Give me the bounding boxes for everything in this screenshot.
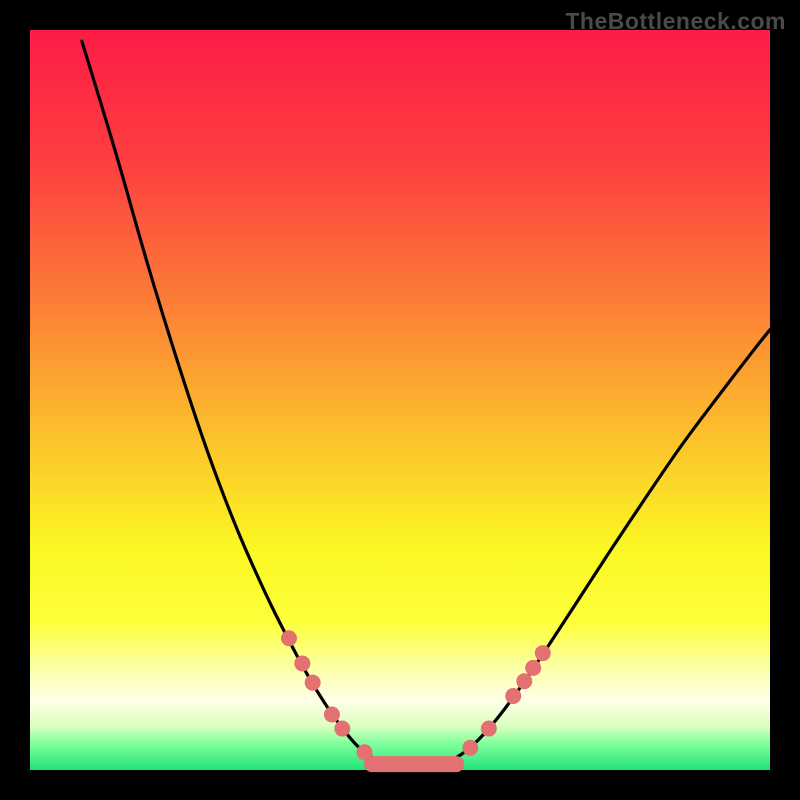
chart-svg	[0, 0, 800, 800]
marker-dot	[294, 655, 310, 671]
marker-dot	[356, 744, 372, 760]
marker-dot	[324, 707, 340, 723]
marker-dot	[281, 630, 297, 646]
marker-dot	[505, 688, 521, 704]
marker-dot	[481, 721, 497, 737]
bottleneck-chart: TheBottleneck.com	[0, 0, 800, 800]
marker-dot	[525, 660, 541, 676]
marker-dot	[462, 740, 478, 756]
marker-dot	[516, 673, 532, 689]
marker-dot	[535, 645, 551, 661]
marker-dot	[334, 721, 350, 737]
marker-dot	[305, 675, 321, 691]
plot-gradient-background	[30, 30, 770, 770]
